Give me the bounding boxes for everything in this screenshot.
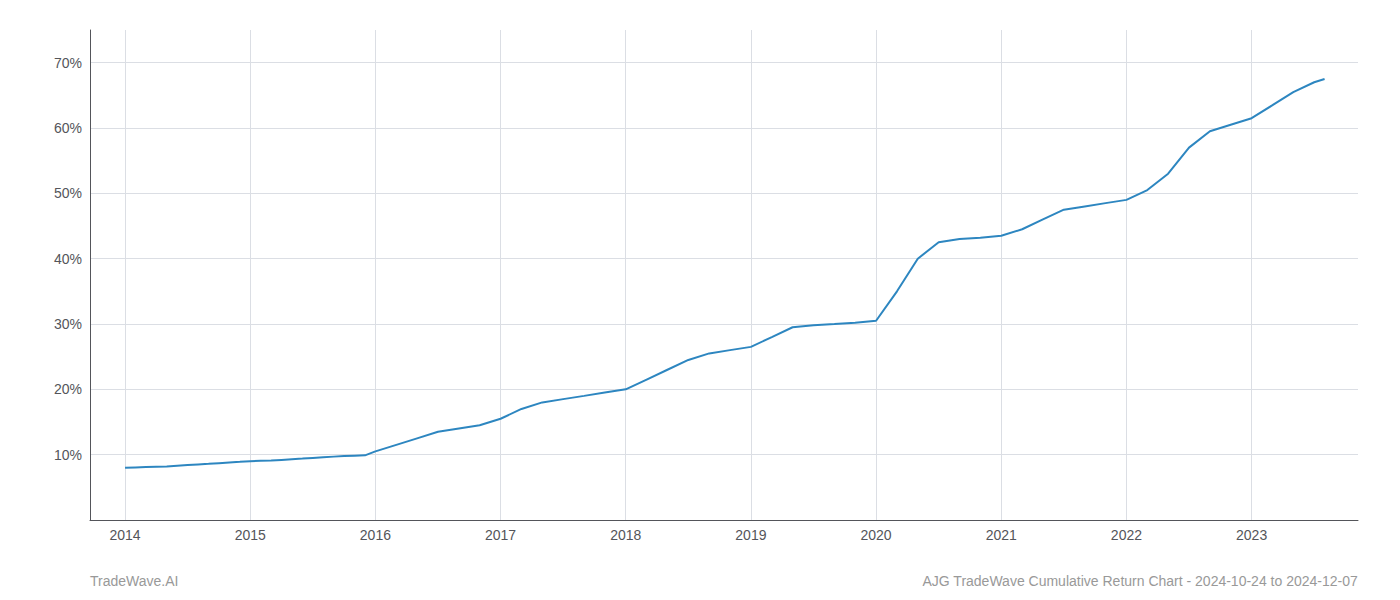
svg-text:2023: 2023 bbox=[1236, 527, 1267, 543]
svg-text:10%: 10% bbox=[54, 447, 82, 463]
svg-text:2020: 2020 bbox=[861, 527, 892, 543]
svg-text:2017: 2017 bbox=[485, 527, 516, 543]
svg-text:2014: 2014 bbox=[109, 527, 140, 543]
svg-text:30%: 30% bbox=[54, 316, 82, 332]
svg-text:AJG TradeWave Cumulative Retur: AJG TradeWave Cumulative Return Chart - … bbox=[922, 573, 1357, 589]
svg-text:2018: 2018 bbox=[610, 527, 641, 543]
svg-text:2022: 2022 bbox=[1111, 527, 1142, 543]
svg-text:70%: 70% bbox=[54, 55, 82, 71]
svg-text:2015: 2015 bbox=[235, 527, 266, 543]
svg-text:2021: 2021 bbox=[986, 527, 1017, 543]
svg-text:2016: 2016 bbox=[360, 527, 391, 543]
svg-text:40%: 40% bbox=[54, 251, 82, 267]
svg-text:2019: 2019 bbox=[735, 527, 766, 543]
svg-text:20%: 20% bbox=[54, 381, 82, 397]
svg-text:TradeWave.AI: TradeWave.AI bbox=[90, 573, 178, 589]
svg-text:50%: 50% bbox=[54, 185, 82, 201]
svg-text:60%: 60% bbox=[54, 120, 82, 136]
